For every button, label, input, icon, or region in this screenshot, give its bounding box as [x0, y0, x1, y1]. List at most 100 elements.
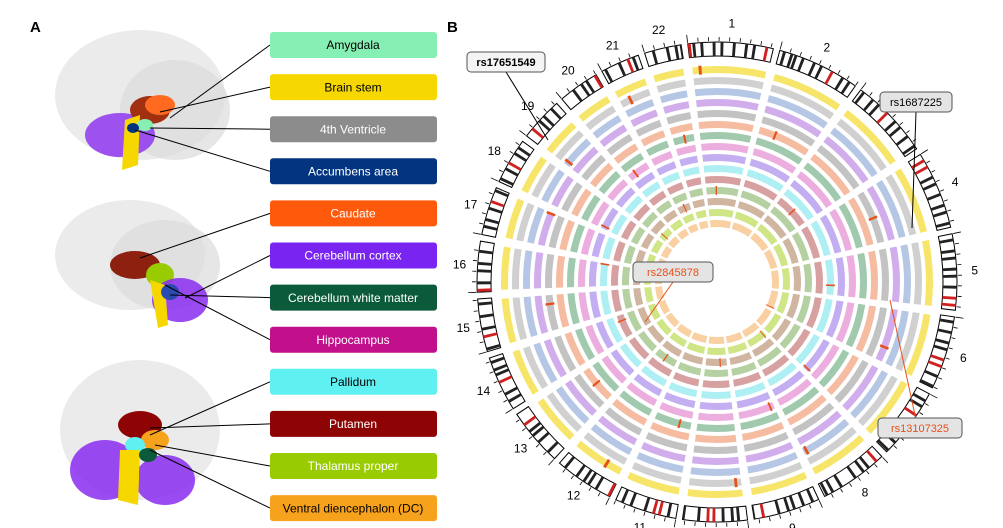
ring-track [672, 192, 688, 205]
ring-track [792, 265, 802, 292]
ring-track [687, 489, 743, 498]
ideogram-band [862, 98, 875, 112]
ring-track [592, 115, 622, 139]
ideogram-band [937, 328, 952, 335]
scale-tick [653, 45, 655, 50]
ideogram-band [730, 507, 735, 522]
ring-track [633, 287, 644, 306]
ring-track [545, 253, 555, 289]
ring-track [810, 153, 851, 196]
ring-track [843, 109, 896, 165]
ring-track [776, 197, 805, 227]
ideogram-band [582, 469, 593, 483]
structure-label: Ventral diencephalon (DC) [283, 501, 424, 515]
scale-tick [597, 63, 602, 71]
ring-track [648, 357, 673, 377]
ring-track [905, 313, 931, 376]
ring-track [704, 176, 742, 186]
ideogram-band [942, 267, 957, 272]
ring-track [699, 132, 752, 143]
ring-track [663, 101, 690, 114]
ring-track [628, 337, 650, 360]
ring-track [695, 99, 759, 111]
scale-tick [479, 222, 484, 225]
structure-label: Hippocampus [316, 333, 389, 347]
ring-track [598, 171, 621, 195]
ring-track [764, 105, 822, 138]
ring-track [773, 243, 788, 267]
scale-tick [857, 477, 861, 481]
ring-track [749, 461, 803, 485]
ring-track [610, 349, 635, 376]
callout-box [632, 261, 714, 283]
ideogram-band [665, 46, 672, 62]
ring-track [742, 322, 760, 338]
ring-track [630, 109, 659, 127]
ring-track [613, 241, 626, 262]
ring-track [885, 174, 917, 236]
ideogram-band [629, 492, 637, 507]
ideogram-band [523, 415, 537, 427]
hit-mark [767, 402, 773, 412]
ring-track [766, 290, 779, 309]
ring-track [818, 349, 850, 388]
ring-track [644, 287, 654, 303]
ideogram-band [930, 203, 945, 211]
scale-tick [593, 70, 596, 75]
callout-box [466, 51, 546, 73]
ring-track [857, 375, 898, 427]
hit-mark [617, 318, 627, 323]
ideogram-band [481, 325, 496, 331]
ideogram-band [846, 465, 857, 479]
ideogram-band [806, 488, 815, 503]
ring-track [521, 156, 547, 194]
ring-track [894, 168, 927, 233]
ideogram-band [732, 42, 736, 57]
ring-track [746, 169, 784, 192]
structure-box [270, 410, 437, 437]
ring-track [619, 88, 651, 108]
ideogram-band [752, 505, 756, 520]
ideogram-band [914, 165, 929, 175]
ring-track [866, 185, 895, 241]
scale-tick [548, 459, 555, 466]
ideogram-band [617, 62, 627, 77]
ideogram-band [478, 249, 494, 255]
ring-track [545, 294, 559, 331]
ideogram-band [477, 269, 492, 273]
ring-track [641, 181, 661, 198]
ring-track [802, 418, 850, 455]
scale-tick [920, 149, 929, 155]
snp-label: rs17651549 [476, 57, 535, 69]
ring-track [741, 421, 785, 441]
ring-track [792, 402, 835, 436]
scale-tick [779, 514, 782, 519]
structure-label: 4th Ventricle [320, 122, 386, 136]
ring-track [676, 323, 693, 338]
ideogram-band [679, 44, 684, 59]
ring-track [622, 288, 633, 309]
ring-track [787, 328, 811, 357]
ring-track [911, 242, 923, 305]
ring-track [777, 378, 812, 406]
ring-track [662, 340, 683, 357]
ring-track [752, 148, 797, 174]
ideogram-band [942, 285, 957, 289]
hit-mark [868, 215, 878, 221]
ring-track [781, 267, 790, 291]
ring-track [600, 262, 609, 287]
ring-track [706, 187, 739, 197]
ring-track [565, 380, 597, 416]
ring-track [676, 144, 697, 156]
ideogram-band [571, 89, 583, 102]
ring-track [824, 259, 835, 295]
structure-label: Caudate [330, 207, 376, 221]
ring-track [659, 402, 694, 419]
scale-tick [623, 504, 626, 509]
ring-track [682, 213, 695, 224]
ring-track [752, 338, 775, 357]
ring-track [534, 295, 549, 334]
scale-tick [528, 436, 533, 440]
hit-mark [662, 353, 669, 362]
ring-track [745, 441, 794, 463]
